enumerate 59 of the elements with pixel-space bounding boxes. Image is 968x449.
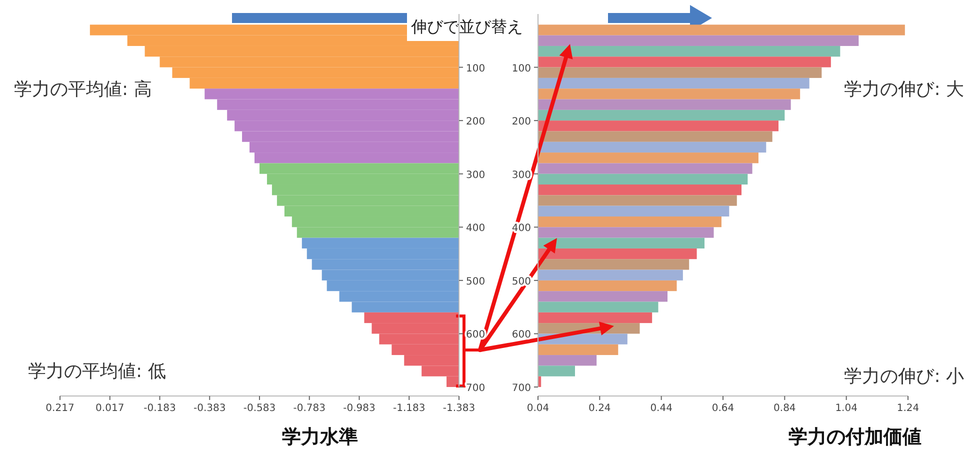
bar xyxy=(538,312,652,324)
bar xyxy=(538,67,822,78)
bar xyxy=(538,248,697,260)
y-tick-label: 700 xyxy=(512,383,531,394)
bar xyxy=(538,142,766,153)
x-tick-label: 0.64 xyxy=(712,403,734,414)
bar xyxy=(538,78,810,89)
x-tick-label: -0.383 xyxy=(194,403,226,414)
y-tick-label: 500 xyxy=(466,276,486,288)
annotation: 学力の平均値: 高 xyxy=(14,79,152,100)
y-tick-label: 700 xyxy=(466,383,486,394)
x-axis-title: 学力の付加価値 xyxy=(788,426,922,448)
bar xyxy=(538,302,658,312)
x-axis-title: 学力水準 xyxy=(282,426,358,448)
bar xyxy=(538,291,668,302)
y-tick-label: 300 xyxy=(466,170,486,181)
x-tick-label: -1.383 xyxy=(442,403,476,414)
bar xyxy=(538,366,575,376)
x-tick-label: 1.04 xyxy=(835,403,858,414)
x-tick-label: -0.983 xyxy=(343,403,376,414)
bar xyxy=(538,355,597,366)
annotation: 学力の伸び: 小 xyxy=(844,366,964,387)
y-tick-label: 400 xyxy=(466,223,486,234)
bar xyxy=(538,99,791,110)
bar xyxy=(538,152,758,164)
x-tick-label: -0.783 xyxy=(293,403,326,414)
annotation: 学力の伸び: 大 xyxy=(844,79,964,100)
bar xyxy=(538,280,677,292)
x-tick-label: 0.217 xyxy=(46,403,74,414)
bar xyxy=(538,174,748,185)
annotation: 学力の平均値: 低 xyxy=(28,361,166,382)
bar xyxy=(538,184,742,196)
bar xyxy=(538,110,785,121)
bar xyxy=(538,56,831,68)
x-tick-label: -0.183 xyxy=(144,403,176,414)
y-tick-label: 100 xyxy=(512,63,531,74)
bar xyxy=(538,88,800,100)
bar xyxy=(538,195,737,206)
bar xyxy=(538,227,714,238)
y-tick-label: 200 xyxy=(512,116,531,128)
y-tick-label: 200 xyxy=(466,116,486,128)
x-tick-label: 0.04 xyxy=(526,403,550,414)
bar xyxy=(538,163,752,174)
bar xyxy=(538,206,730,216)
x-tick-label: 0.84 xyxy=(774,403,796,414)
x-tick-label: 0.017 xyxy=(96,403,124,414)
bar xyxy=(538,216,722,228)
x-tick-label: -1.183 xyxy=(393,403,426,414)
x-tick-label: 0.24 xyxy=(588,403,611,414)
bar xyxy=(538,120,778,132)
x-tick-label: 0.44 xyxy=(650,403,672,414)
annotation: 伸びで並び替え xyxy=(410,17,523,36)
bar xyxy=(538,259,690,270)
bar xyxy=(538,270,683,280)
x-tick-label: -0.583 xyxy=(243,403,276,414)
y-tick-label: 600 xyxy=(512,330,531,341)
bar xyxy=(538,131,772,142)
x-tick-label: 1.24 xyxy=(896,403,920,414)
y-tick-label: 100 xyxy=(466,63,486,74)
